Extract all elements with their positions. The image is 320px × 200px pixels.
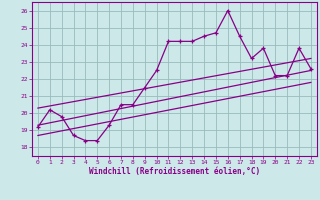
X-axis label: Windchill (Refroidissement éolien,°C): Windchill (Refroidissement éolien,°C)	[89, 167, 260, 176]
